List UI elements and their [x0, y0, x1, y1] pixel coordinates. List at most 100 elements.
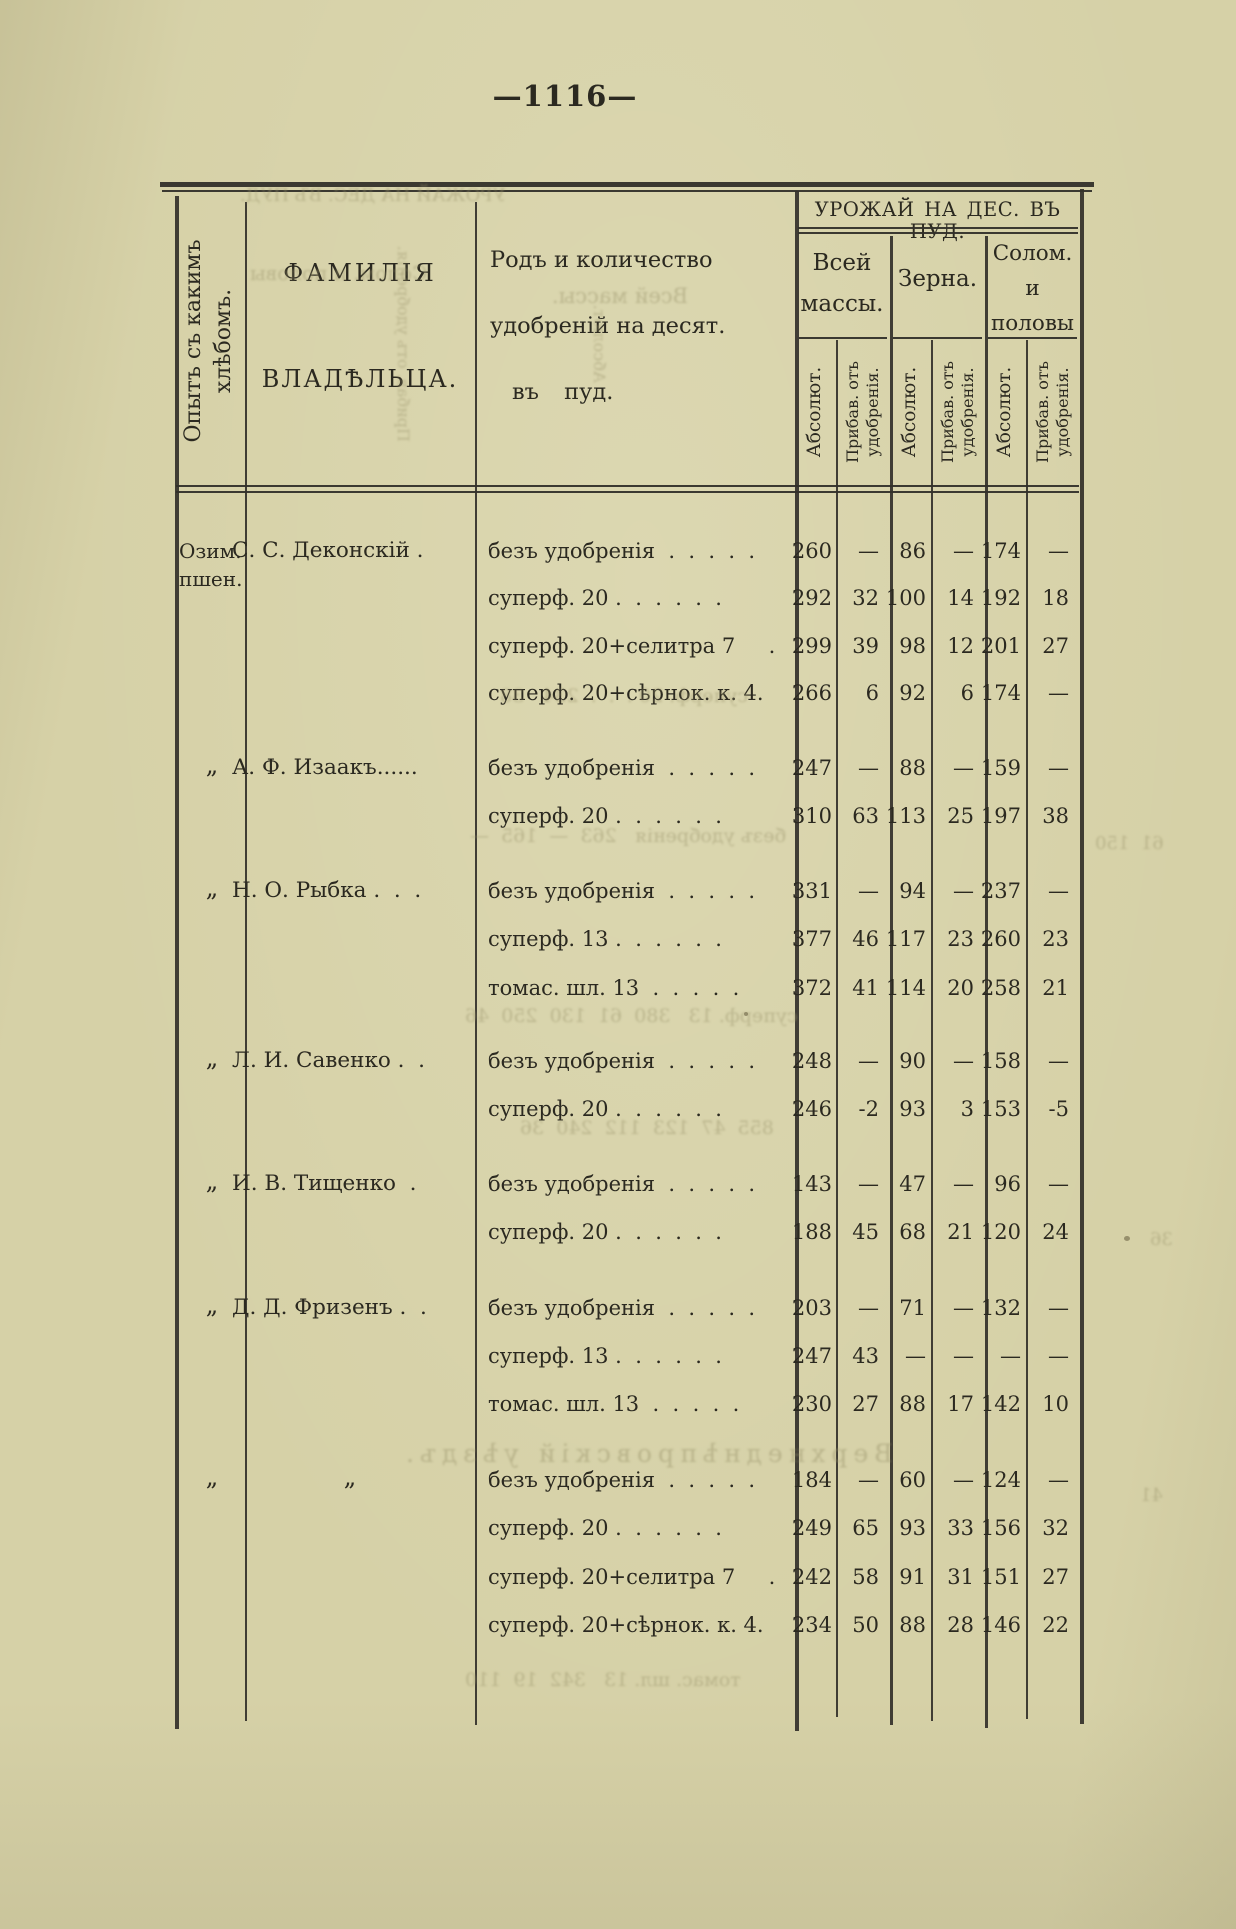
header-experiment-column: Опытъ съ какимъ хлѣбомъ.: [179, 191, 241, 491]
bleedthrough-text: Всей массы.: [552, 284, 689, 308]
table-cell-value: 24: [1042, 1220, 1069, 1244]
bleedthrough-text: суперф. 13 380 61 130 250 46: [465, 1005, 798, 1027]
table-cell-value: 237: [980, 879, 1021, 903]
table-cell-value: 46: [852, 927, 879, 951]
owner-name: Л. И. Савенко . .: [232, 1048, 426, 1073]
header-sub-gain-line: удобренія.: [862, 367, 882, 457]
table-cell-value: —: [858, 1049, 879, 1073]
fertilizer-label: суперф. 20+селитра 7 .: [488, 1565, 776, 1589]
table-cell-value: —: [953, 1172, 974, 1196]
table-cell-value: 246: [791, 1097, 832, 1121]
crop-label: пшен.: [179, 567, 243, 591]
table-cell-value: 113: [885, 804, 926, 828]
group-label-line: и: [1025, 276, 1040, 301]
table-cell-value: 377: [791, 927, 832, 951]
table-cell-value: —: [1048, 1296, 1069, 1320]
horizontal-rule: [799, 337, 887, 339]
table-cell-value: —: [905, 1344, 926, 1368]
table-cell-value: 98: [899, 634, 926, 658]
table-cell-value: 310: [791, 804, 832, 828]
table-cell-value: 93: [899, 1097, 926, 1121]
table-cell-value: 242: [791, 1565, 832, 1589]
vertical-rule: [475, 202, 477, 1725]
header-experiment-line2: хлѣбомъ.: [211, 288, 236, 394]
table-cell-value: 32: [852, 586, 879, 610]
table-cell-value: 12: [947, 634, 974, 658]
table-cell-value: —: [953, 1296, 974, 1320]
table-cell-value: 93: [899, 1516, 926, 1540]
table-cell-value: 247: [791, 1344, 832, 1368]
owner-name: Н. О. Рыбка . . .: [232, 878, 422, 903]
fertilizer-label: суперф. 20+селитра 7 .: [488, 634, 776, 658]
vertical-rule: [836, 340, 838, 1717]
stain-speck: [1124, 1236, 1130, 1241]
table-cell-value: —: [858, 879, 879, 903]
horizontal-rule: [160, 182, 1094, 187]
table-cell-value: 41: [852, 976, 879, 1000]
table-cell-value: 247: [791, 756, 832, 780]
header-sub-absolute: Абсолют.: [803, 366, 825, 458]
header-sub-gain: Прибав. отъ удобренія.: [938, 337, 978, 487]
table-cell-value: 63: [852, 804, 879, 828]
table-cell-value: 90: [899, 1049, 926, 1073]
stain-speck: [744, 1012, 748, 1016]
table-cell-value: —: [1048, 1344, 1069, 1368]
table-cell-value: 43: [852, 1344, 879, 1368]
table-cell-value: 92: [899, 681, 926, 705]
table-cell-value: 174: [980, 539, 1021, 563]
table-cell-value: 28: [947, 1613, 974, 1637]
table-cell-value: 71: [899, 1296, 926, 1320]
table-cell-value: 23: [1042, 927, 1069, 951]
table-cell-value: —: [1048, 1468, 1069, 1492]
owner-name: Д. Д. Фризенъ . .: [232, 1295, 427, 1320]
fertilizer-label: безъ удобренія . . . . .: [488, 1172, 756, 1196]
table-cell-value: 114: [885, 976, 926, 1000]
fertilizer-label: суперф. 13 . . . . . .: [488, 1344, 722, 1368]
table-cell-value: 6: [960, 681, 974, 705]
header-sub-gain-line: Прибав. отъ: [1033, 361, 1052, 463]
table-cell-value: -5: [1048, 1097, 1069, 1121]
table-cell-value: —: [1048, 756, 1069, 780]
table-cell-value: —: [1048, 1049, 1069, 1073]
table-cell-value: 143: [791, 1172, 832, 1196]
header-sub-gain: Прибав. отъ удобренія.: [1033, 337, 1073, 487]
vertical-rule: [1026, 340, 1028, 1719]
table-cell-value: 124: [980, 1468, 1021, 1492]
bleedthrough-text: томас. шл. 13 342 19 110: [465, 1669, 741, 1691]
table-cell-value: 10: [1042, 1392, 1069, 1416]
table-cell-value: 153: [980, 1097, 1021, 1121]
header-sub-gain-line: Прибав. отъ: [938, 361, 957, 463]
fertilizer-label: безъ удобренія . . . . .: [488, 1049, 756, 1073]
table-cell-value: 6: [865, 681, 879, 705]
table-cell-value: —: [1048, 879, 1069, 903]
horizontal-rule: [893, 337, 982, 339]
table-cell-value: 100: [885, 586, 926, 610]
bleedthrough-text: Верхнеднѣпровскій уѣздъ.: [400, 1439, 893, 1468]
table-cell-value: —: [1048, 539, 1069, 563]
table-cell-value: 68: [899, 1220, 926, 1244]
vertical-rule: [931, 340, 933, 1721]
table-cell-value: 201: [980, 634, 1021, 658]
table-cell-value: 96: [994, 1172, 1021, 1196]
header-group-straw: Солом. и половы: [985, 236, 1080, 341]
table-cell-value: 248: [791, 1049, 832, 1073]
table-cell-value: 38: [1042, 804, 1069, 828]
bleedthrough-text: 61 150: [1095, 833, 1164, 854]
table-cell-value: —: [953, 1344, 974, 1368]
group-label-line: половы: [990, 311, 1075, 336]
table-cell-value: 65: [852, 1516, 879, 1540]
fertilizer-label: суперф. 20 . . . . . .: [488, 1097, 722, 1121]
table-cell-value: 188: [791, 1220, 832, 1244]
fertilizer-label: томас. шл. 13 . . . . .: [488, 1392, 740, 1416]
header-sub-absolute: Абсолют.: [993, 366, 1015, 458]
owner-name: С. С. Деконскій .: [232, 538, 424, 563]
header-sub-gain: Прибав. отъ удобренія.: [843, 337, 883, 487]
table-cell-value: —: [858, 756, 879, 780]
header-owner-line1: ФАМИЛІЯ: [283, 259, 437, 287]
table-cell-value: —: [858, 539, 879, 563]
table-cell-value: —: [858, 1172, 879, 1196]
ditto-mark: „: [205, 751, 219, 779]
table-cell-value: 60: [899, 1468, 926, 1492]
vertical-rule: [985, 236, 988, 1728]
